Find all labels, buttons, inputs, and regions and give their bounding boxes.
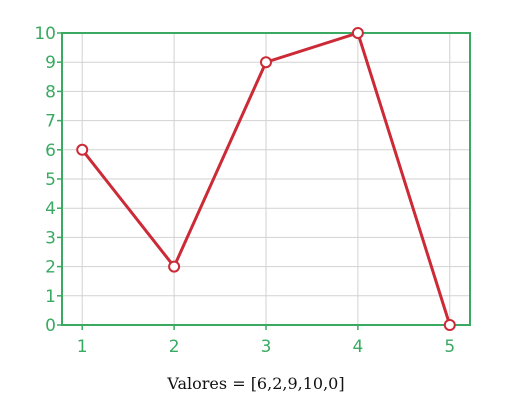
y-tick-label: 2 <box>45 258 56 278</box>
y-tick-label: 10 <box>34 24 56 44</box>
x-tick-label: 1 <box>77 337 88 357</box>
data-point-marker <box>168 260 181 273</box>
data-point-marker <box>76 143 89 156</box>
x-tick-label: 2 <box>169 337 180 357</box>
x-tick-label: 4 <box>352 337 363 357</box>
data-point-marker <box>260 56 272 69</box>
x-axis-caption: Valores = [6,2,9,10,0] <box>167 374 345 393</box>
data-point-marker <box>351 27 364 39</box>
y-tick-label: 5 <box>45 170 56 190</box>
x-tick-label: 3 <box>261 337 272 357</box>
y-tick-label: 9 <box>45 53 56 73</box>
y-tick-label: 6 <box>45 141 56 161</box>
y-tick-label: 8 <box>45 82 56 102</box>
data-point-marker <box>443 319 456 331</box>
x-tick-label: 5 <box>444 337 455 357</box>
y-tick-label: 4 <box>45 199 56 219</box>
y-tick-label: 0 <box>45 316 56 336</box>
y-tick-label: 1 <box>45 287 56 307</box>
y-tick-label: 7 <box>45 112 56 132</box>
y-tick-label: 3 <box>45 228 56 248</box>
